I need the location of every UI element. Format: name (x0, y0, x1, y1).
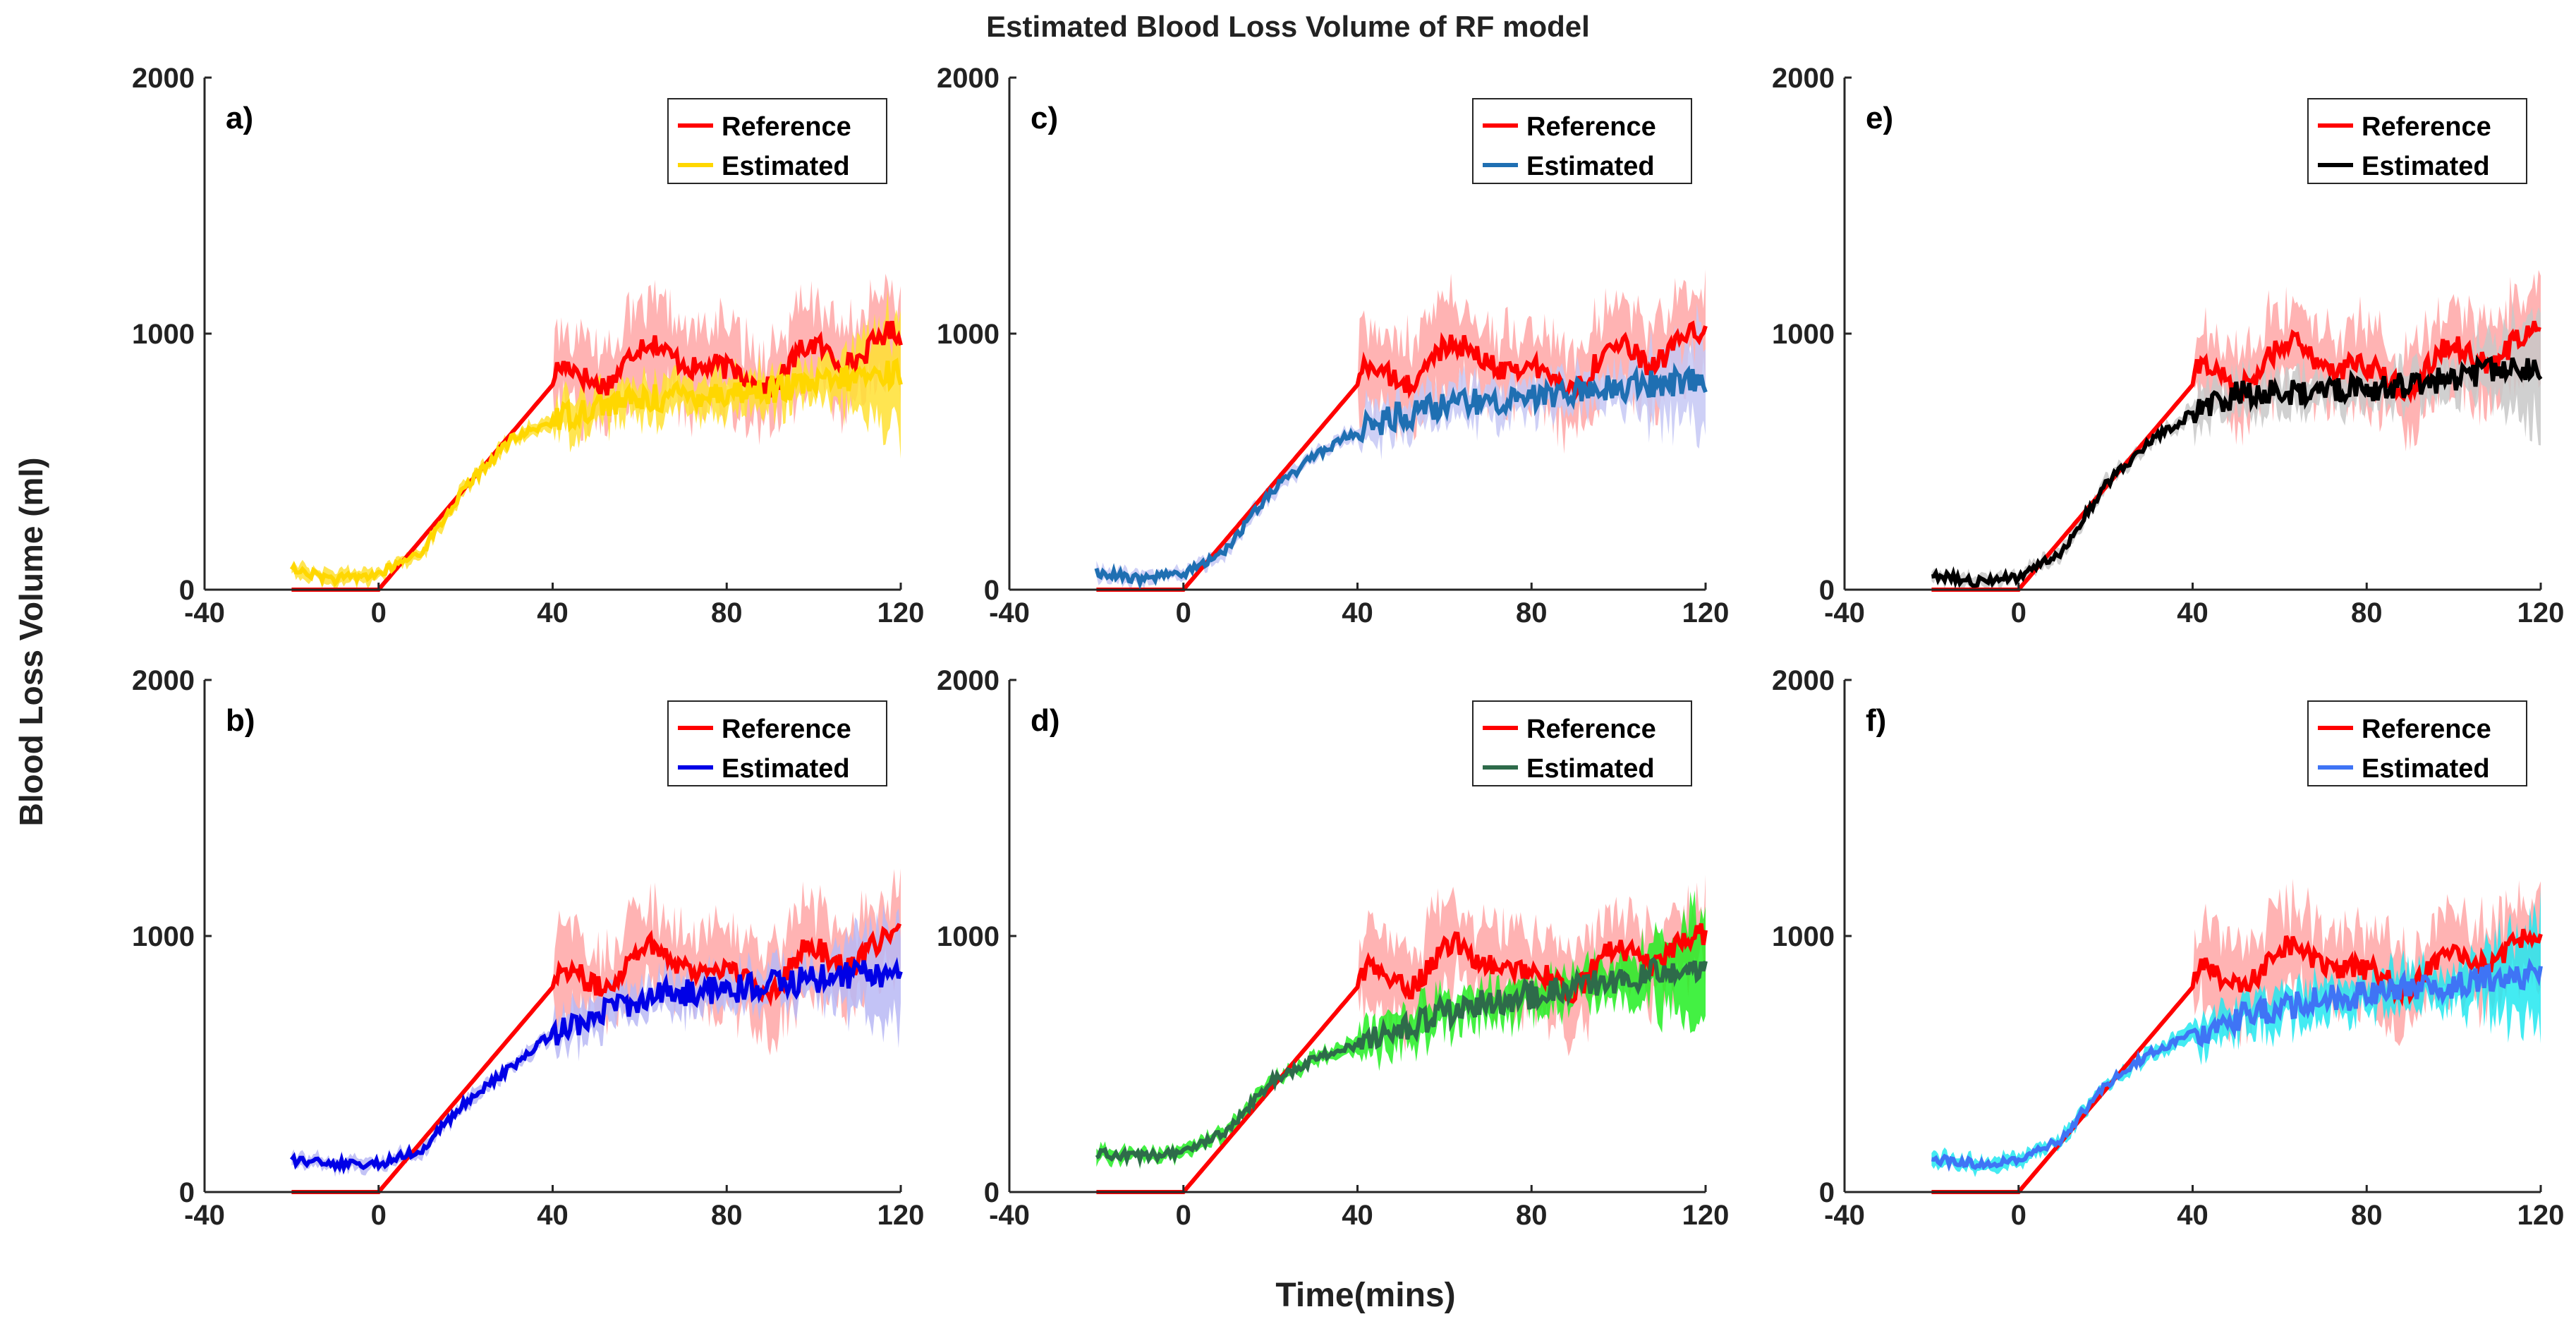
x-tick-label: 120 (1682, 1200, 1730, 1231)
legend-entry: Reference (1526, 112, 1656, 142)
x-tick-label: 0 (2011, 597, 2027, 628)
x-tick-label: 120 (1682, 597, 1730, 628)
x-tick-label: 120 (877, 1200, 925, 1231)
panel-label: e) (1866, 101, 1893, 135)
legend-entry: Estimated (722, 152, 850, 181)
reference-band (291, 868, 901, 1192)
panel-label: f) (1866, 703, 1886, 738)
y-tick-label: 1000 (132, 921, 195, 952)
y-tick-label: 0 (179, 1177, 195, 1208)
reference-line (1931, 928, 2543, 1194)
legend-entry: Estimated (1526, 152, 1655, 181)
y-tick-label: 1000 (937, 319, 1000, 350)
x-tick-label: -40 (989, 1200, 1030, 1231)
y-axis-label: Blood Loss Volume (ml) (13, 457, 49, 826)
panel-label: a) (226, 101, 253, 135)
legend-entry: Reference (722, 715, 851, 744)
legend-entry: Estimated (2362, 754, 2490, 784)
reference-band (1931, 269, 2541, 590)
y-tick-label: 0 (984, 575, 1000, 606)
legend-box (1472, 98, 1692, 184)
legend-entry: Reference (2362, 715, 2491, 744)
x-tick-label: 40 (537, 597, 569, 628)
x-tick-label: 80 (711, 597, 743, 628)
estimated-line (289, 358, 903, 588)
x-tick-label: -40 (184, 1200, 225, 1231)
y-tick-label: 0 (984, 1177, 1000, 1208)
y-tick-label: 1000 (1772, 319, 1835, 350)
y-tick-label: 0 (1819, 575, 1835, 606)
x-tick-label: 0 (1176, 1200, 1191, 1231)
y-tick-label: 2000 (1772, 665, 1835, 696)
estimated-line (1094, 362, 1708, 590)
x-tick-label: 40 (2177, 1200, 2209, 1231)
estimated-band (1931, 888, 2541, 1177)
x-tick-label: 0 (371, 1200, 387, 1231)
x-tick-label: 40 (1342, 1200, 1373, 1231)
x-tick-label: -40 (184, 597, 225, 628)
figure-title: Estimated Blood Loss Volume of RF model (986, 10, 1590, 43)
y-tick-label: 1000 (937, 921, 1000, 952)
x-tick-label: 40 (537, 1200, 569, 1231)
x-tick-label: 80 (1516, 1200, 1548, 1231)
panel-label: b) (226, 703, 255, 738)
y-tick-label: 2000 (132, 63, 195, 94)
reference-line (291, 923, 902, 1194)
y-tick-label: 0 (1819, 1177, 1835, 1208)
x-tick-label: 40 (1342, 597, 1373, 628)
x-tick-label: 0 (1176, 597, 1191, 628)
panel-label: d) (1031, 703, 1060, 738)
legend-box (2307, 98, 2527, 184)
x-tick-label: -40 (1824, 1200, 1865, 1231)
legend-entry: Estimated (1526, 754, 1655, 784)
x-axis-label: Time(mins) (1275, 1277, 1455, 1314)
x-tick-label: 80 (2351, 1200, 2383, 1231)
x-tick-label: 120 (877, 597, 925, 628)
x-tick-label: 120 (2517, 597, 2565, 628)
legend-entry: Reference (722, 112, 851, 142)
y-tick-label: 2000 (1772, 63, 1835, 94)
x-tick-label: 80 (2351, 597, 2383, 628)
reference-line (1096, 320, 1708, 592)
estimated-line (1931, 354, 2543, 589)
y-tick-label: 1000 (1772, 921, 1835, 952)
y-tick-label: 2000 (937, 665, 1000, 696)
x-tick-label: 0 (2011, 1200, 2027, 1231)
panel-label: c) (1031, 101, 1058, 135)
legend-box (1472, 700, 1692, 786)
estimated-line (290, 956, 903, 1175)
x-tick-label: 0 (371, 597, 387, 628)
legend-entry: Reference (2362, 112, 2491, 142)
estimated-line (1095, 956, 1708, 1168)
y-tick-label: 1000 (132, 319, 195, 350)
reference-band (291, 274, 901, 590)
reference-line (291, 320, 903, 592)
reference-band (1931, 878, 2541, 1192)
reference-line (1096, 923, 1708, 1194)
y-tick-label: 0 (179, 575, 195, 606)
legend-entry: Estimated (722, 754, 850, 784)
legend-entry: Reference (1526, 715, 1656, 744)
x-tick-label: 80 (1516, 597, 1548, 628)
legend-box (667, 700, 887, 786)
x-tick-label: -40 (989, 597, 1030, 628)
x-tick-label: 80 (711, 1200, 743, 1231)
legend-box (2307, 700, 2527, 786)
x-tick-label: 40 (2177, 597, 2209, 628)
reference-band (1096, 875, 1706, 1192)
legend-entry: Estimated (2362, 152, 2490, 181)
y-tick-label: 2000 (937, 63, 1000, 94)
x-tick-label: -40 (1824, 597, 1865, 628)
x-tick-label: 120 (2517, 1200, 2565, 1231)
estimated-line (1931, 957, 2543, 1172)
y-tick-label: 2000 (132, 665, 195, 696)
legend-box (667, 98, 887, 184)
